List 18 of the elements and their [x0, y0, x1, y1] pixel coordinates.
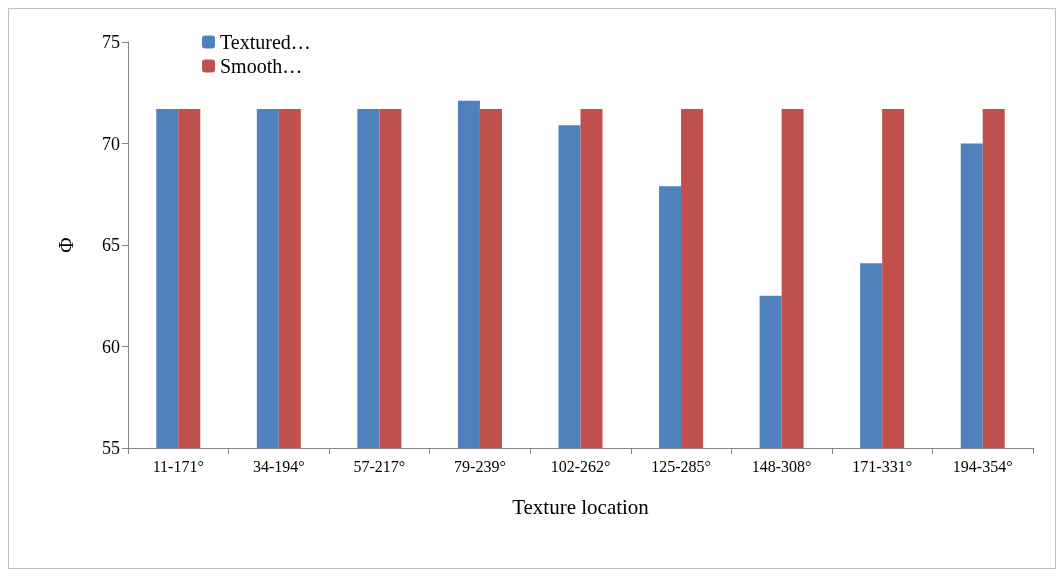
- y-tick-label: 70: [102, 133, 120, 154]
- x-tick-label: 194-354°: [952, 457, 1013, 475]
- legend-label: Textured…: [220, 31, 311, 53]
- x-tick-label: 148-308°: [751, 457, 812, 475]
- y-tick-label: 60: [102, 336, 120, 357]
- x-axis-title: Texture location: [512, 494, 650, 519]
- x-tick-label: 125-285°: [651, 457, 711, 475]
- y-tick-label: 55: [102, 438, 120, 458]
- x-tick-label: 79-239°: [454, 457, 506, 475]
- y-axis-title: Φ: [53, 237, 78, 253]
- x-tick-label: 11-171°: [152, 457, 204, 475]
- x-tick-label: 171-331°: [852, 457, 913, 475]
- y-tick-label: 75: [102, 32, 120, 52]
- y-tick-label: 65: [102, 235, 120, 255]
- x-tick-label: 57-217°: [353, 457, 406, 475]
- legend-label: Smooth…: [220, 55, 303, 77]
- x-tick-label: 34-194°: [252, 457, 305, 475]
- x-tick-label: 102-262°: [550, 457, 611, 475]
